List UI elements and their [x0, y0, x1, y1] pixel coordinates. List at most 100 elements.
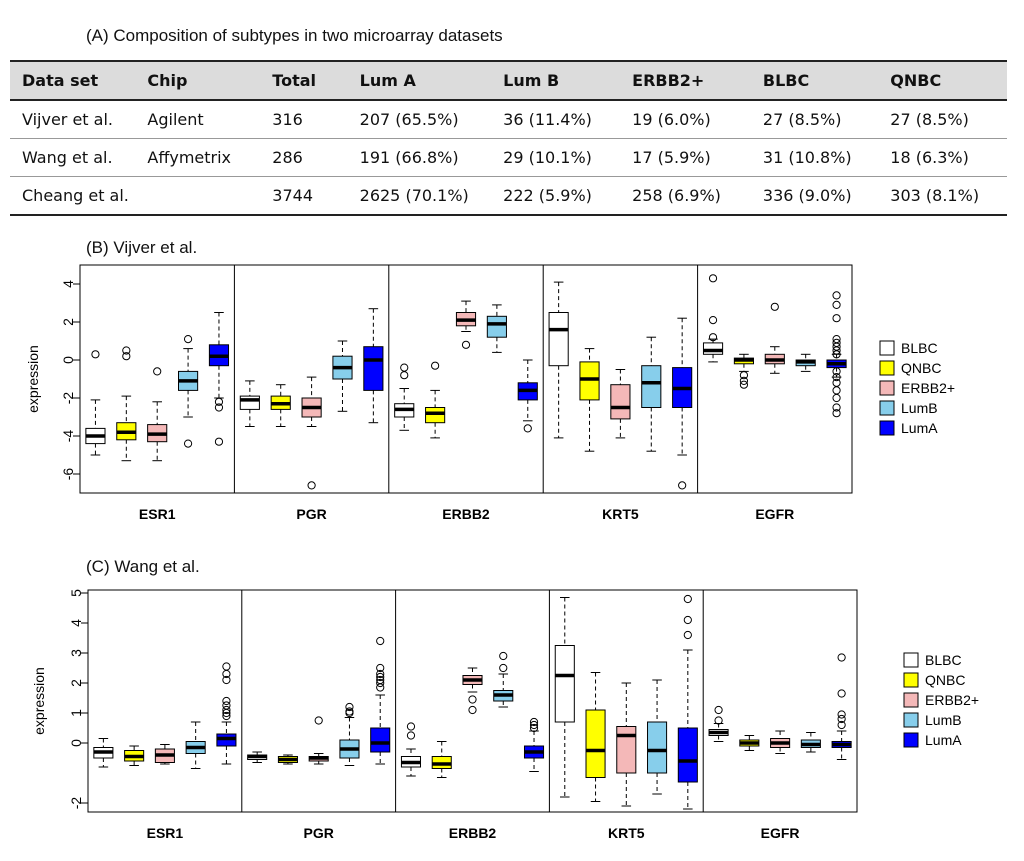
table-cell: 286 — [260, 138, 348, 177]
box-body — [616, 726, 637, 774]
outlier-point — [832, 409, 841, 418]
outlier-point — [183, 439, 193, 448]
legend-swatch — [879, 400, 895, 416]
box-lumb — [178, 335, 199, 448]
outlier-point — [214, 403, 224, 412]
table-cell: Affymetrix — [135, 138, 261, 177]
outlier-point — [499, 651, 508, 661]
gene-label: PGR — [296, 506, 326, 522]
box-lumb — [800, 732, 821, 753]
outlier-point — [832, 403, 841, 412]
outlier-point — [314, 716, 323, 725]
box-erbb2plus — [154, 744, 175, 765]
outlier-point — [222, 669, 231, 679]
box-qnbc — [733, 353, 754, 389]
outlier-point — [222, 662, 231, 671]
outlier-point — [376, 678, 385, 688]
box-luma — [370, 636, 391, 765]
outlier-point — [837, 653, 846, 662]
box-qnbc — [739, 735, 760, 751]
outlier-point — [739, 380, 749, 389]
outlier-point — [832, 386, 841, 395]
legend-label: QNBC — [925, 672, 965, 688]
box-luma — [517, 359, 538, 433]
outlier-point — [714, 705, 723, 715]
y-tick-label: 4 — [68, 619, 84, 627]
column-header: Lum A — [347, 60, 492, 101]
box-blbc — [247, 751, 268, 763]
gene-label: KRT5 — [608, 825, 645, 841]
outlier-point — [468, 695, 477, 704]
legend-swatch — [903, 672, 919, 688]
box-body — [579, 361, 600, 401]
box-erbb2plus — [462, 667, 483, 715]
outlier-point — [468, 705, 477, 715]
table-cell: Cheang et al. — [10, 176, 136, 216]
outlier-point — [431, 361, 440, 370]
table-cell: 258 (6.9%) — [620, 176, 751, 216]
panel-c-title: (C) Wang et al. — [86, 557, 200, 576]
box-body — [554, 645, 575, 723]
column-header: Total — [260, 60, 348, 101]
gene-label: ESR1 — [147, 825, 184, 841]
legend-label: QNBC — [901, 360, 941, 376]
outlier-point — [832, 346, 841, 355]
outlier-point — [307, 481, 316, 490]
box-blbc — [239, 380, 260, 427]
gene-label: KRT5 — [602, 506, 639, 522]
legend-label: ERBB2+ — [925, 692, 979, 708]
box-body — [239, 395, 260, 410]
table-cell: 29 (10.1%) — [491, 138, 621, 177]
box-lumb — [647, 679, 668, 795]
outlier-point — [406, 731, 416, 740]
outlier-point — [832, 314, 841, 323]
column-header: Chip — [135, 60, 261, 101]
gene-label: PGR — [304, 825, 334, 841]
column-header: QNBC — [878, 60, 1007, 101]
outlier-point — [678, 481, 687, 490]
legend-swatch — [879, 380, 895, 396]
box-blbc — [702, 274, 724, 363]
box-qnbc — [579, 348, 600, 452]
table-cell — [135, 176, 261, 216]
outlier-point — [461, 340, 471, 349]
box-qnbc — [124, 745, 145, 766]
box-body — [548, 312, 569, 367]
gene-label: ERBB2 — [449, 825, 497, 841]
outlier-point — [832, 367, 841, 376]
box-qnbc — [585, 672, 606, 802]
table-cell: 207 (65.5%) — [347, 100, 492, 139]
legend-label: LumB — [925, 712, 962, 728]
outlier-point — [183, 335, 193, 344]
outlier-point — [345, 708, 354, 718]
box-lumb — [185, 721, 206, 769]
box-blbc — [85, 350, 106, 456]
outlier-point — [739, 376, 749, 386]
gene-label: EGFR — [761, 825, 800, 841]
legend-label: BLBC — [925, 652, 962, 668]
box-luma — [677, 594, 698, 810]
legend-swatch — [903, 732, 919, 748]
box-blbc — [394, 363, 415, 431]
outlier-point — [708, 316, 718, 325]
boxplot-vijver: 4 2 0 -2 -4 -6 expression ESR1 PGR ERBB2 KRT5 EGFR B… — [25, 264, 955, 522]
legend-label: ERBB2+ — [901, 380, 955, 396]
outlier-point — [714, 716, 723, 725]
table-cell: 27 (8.5%) — [750, 100, 879, 139]
box-body — [370, 727, 391, 753]
outlier-point — [91, 350, 100, 359]
outlier-point — [376, 663, 385, 673]
box-luma — [208, 312, 230, 446]
column-header: BLBC — [750, 60, 879, 101]
legend-label: LumA — [925, 732, 962, 748]
outlier-point — [122, 352, 131, 361]
outlier-point — [708, 333, 718, 342]
box-body — [585, 709, 606, 778]
outlier-point — [400, 371, 409, 380]
box-erbb2plus — [616, 682, 637, 807]
column-header: Lum B — [491, 60, 621, 101]
box-lumb — [493, 651, 514, 708]
outlier-point — [770, 302, 779, 311]
outlier-point — [683, 615, 692, 625]
box-body — [641, 365, 662, 408]
